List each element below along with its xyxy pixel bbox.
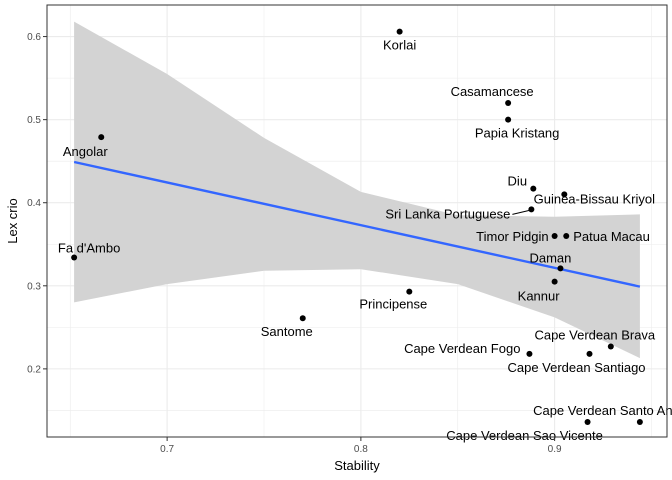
data-point — [607, 343, 614, 350]
point-label: Kannur — [518, 289, 561, 304]
point-label: Cape Verdean Santiago — [507, 360, 645, 375]
y-tick-label: 0.5 — [27, 115, 41, 126]
y-axis-ticks: 0.2 0.3 0.4 0.5 0.6 — [27, 32, 47, 375]
data-points — [71, 28, 643, 426]
regression-line-layer — [73, 160, 641, 288]
point-label: Korlai — [383, 38, 416, 53]
confidence-band-layer — [74, 21, 640, 359]
x-tick-label: 0.8 — [354, 444, 368, 455]
data-point — [557, 265, 564, 272]
x-tick-label: 0.7 — [160, 444, 174, 455]
data-point — [396, 28, 403, 35]
point-label: Cape Verdean Brava — [534, 327, 655, 342]
data-point — [551, 232, 558, 239]
data-point — [586, 350, 593, 357]
point-label: Patua Macau — [573, 229, 650, 244]
point-label: Diu — [508, 174, 528, 189]
point-label: Casamancese — [451, 84, 534, 99]
data-point — [71, 254, 78, 261]
data-point — [636, 419, 643, 426]
y-axis-title: Lex crio — [5, 198, 20, 244]
data-point — [551, 278, 558, 285]
data-point — [561, 191, 568, 198]
data-point — [406, 288, 413, 295]
point-label: Cape Verdean Santo Antao — [533, 403, 672, 418]
data-point — [299, 315, 306, 322]
y-tick-label: 0.6 — [27, 32, 41, 43]
point-label: Cape Verdean Fogo — [404, 341, 520, 356]
y-tick-label: 0.3 — [27, 281, 41, 292]
data-point — [505, 100, 512, 107]
regression-line — [73, 160, 641, 288]
point-label: Santome — [261, 324, 313, 339]
point-label: Fa d'Ambo — [58, 241, 120, 256]
point-label: Timor Pidgin — [476, 229, 548, 244]
point-label: Daman — [529, 250, 571, 265]
label-leader-lines — [512, 209, 530, 215]
label-leader-line — [512, 209, 530, 215]
data-point — [584, 419, 591, 426]
point-labels: Korlai Casamancese Papia Kristang Angolar Di… — [58, 38, 672, 443]
x-axis-title: Stability — [334, 458, 380, 473]
point-label: Cape Verdean Sao Vicente — [446, 428, 603, 443]
point-label: Guinea-Bissau Kriyol — [534, 191, 655, 206]
y-tick-label: 0.2 — [27, 364, 41, 375]
data-point — [98, 134, 105, 141]
point-label: Papia Kristang — [475, 126, 560, 141]
x-axis-ticks: 0.7 0.8 0.9 — [160, 437, 562, 455]
point-label: Principense — [359, 297, 427, 312]
point-label: Sri Lanka Portuguese — [385, 206, 510, 221]
data-point — [528, 206, 535, 213]
plot-frame — [46, 4, 668, 438]
data-point — [505, 116, 512, 123]
x-tick-label: 0.9 — [548, 444, 562, 455]
confidence-band — [74, 21, 640, 359]
data-point — [530, 185, 537, 192]
data-point — [563, 232, 570, 239]
y-tick-label: 0.4 — [27, 198, 41, 209]
data-point — [526, 350, 533, 357]
point-label: Angolar — [63, 144, 108, 159]
